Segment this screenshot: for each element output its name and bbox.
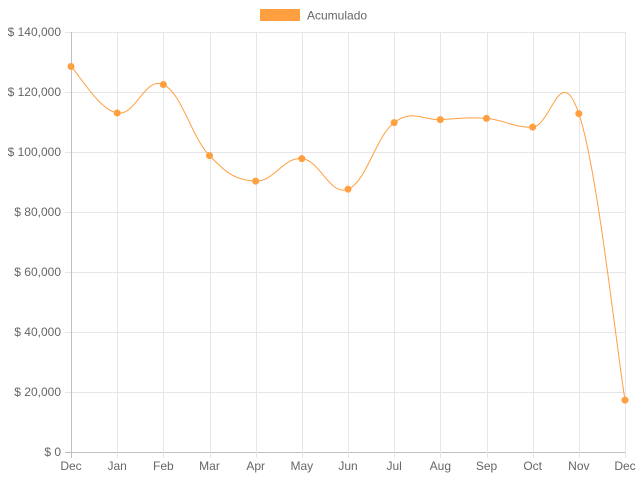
x-tick-label: Feb	[153, 459, 174, 473]
data-point[interactable]	[621, 396, 629, 404]
x-axis: Dec Jan Feb Mar Apr May Jun Jul Aug Sep Oct Nov Dec	[60, 459, 635, 473]
x-tick-label: Dec	[60, 459, 81, 473]
x-tick-label: Oct	[523, 459, 542, 473]
grid	[65, 32, 626, 458]
legend-swatch	[260, 9, 300, 21]
data-point[interactable]	[529, 123, 537, 131]
y-tick-label: $ 40,000	[14, 325, 61, 339]
series-acumulado	[67, 63, 629, 404]
data-point[interactable]	[298, 155, 306, 163]
x-tick-label: Sep	[476, 459, 498, 473]
data-point[interactable]	[483, 114, 490, 122]
y-tick-label: $ 120,000	[8, 85, 62, 99]
data-point[interactable]	[390, 119, 398, 127]
x-tick-label: May	[290, 459, 313, 473]
x-tick-label: Mar	[199, 459, 220, 473]
data-point[interactable]	[67, 63, 75, 70]
legend-label: Acumulado	[307, 9, 367, 23]
data-point[interactable]	[206, 152, 213, 160]
data-point[interactable]	[344, 185, 352, 193]
y-tick-label: $ 140,000	[8, 25, 62, 39]
data-point[interactable]	[113, 109, 121, 117]
x-tick-label: Apr	[246, 459, 265, 473]
y-tick-label: $ 100,000	[8, 145, 62, 159]
y-tick-label: $ 0	[44, 445, 61, 459]
x-tick-label: Nov	[568, 459, 589, 473]
x-tick-label: Jan	[107, 459, 126, 473]
y-tick-label: $ 60,000	[14, 265, 61, 279]
data-point[interactable]	[252, 177, 260, 185]
y-tick-label: $ 80,000	[14, 205, 61, 219]
data-point[interactable]	[159, 81, 167, 88]
y-axis: $ 0 $ 20,000 $ 40,000 $ 60,000 $ 80,000 $ 100…	[8, 25, 62, 459]
x-tick-label: Aug	[430, 459, 451, 473]
x-tick-label: Jun	[338, 459, 357, 473]
x-tick-label: Jul	[386, 459, 401, 473]
legend[interactable]: Acumulado	[260, 9, 367, 23]
data-point[interactable]	[575, 110, 583, 118]
data-point[interactable]	[436, 116, 444, 124]
x-tick-label: Dec	[614, 459, 635, 473]
y-tick-label: $ 20,000	[14, 385, 61, 399]
